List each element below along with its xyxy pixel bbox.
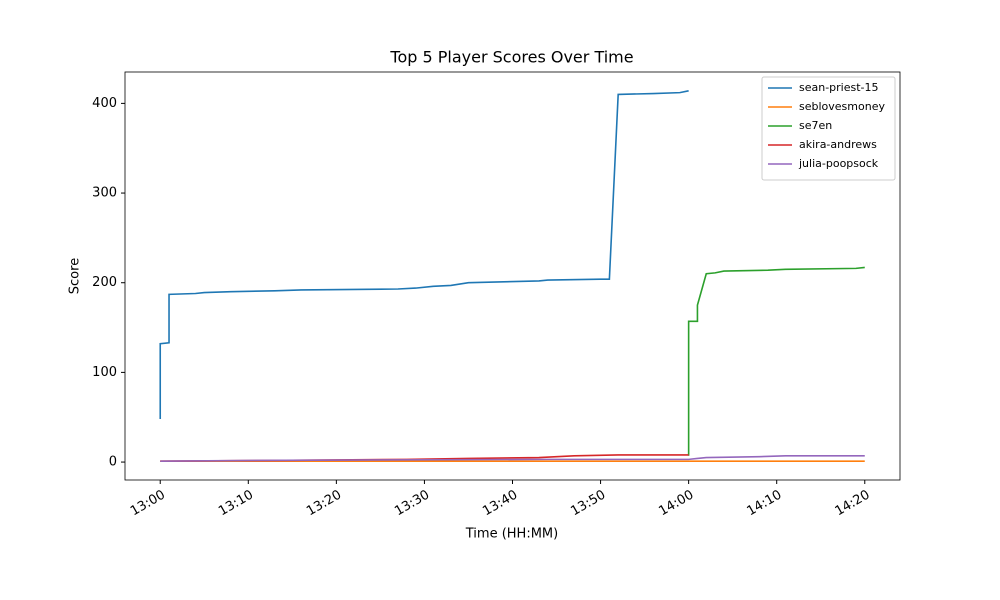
x-tick-label: 13:30 <box>392 488 432 520</box>
legend-label: seblovesmoney <box>799 100 885 113</box>
x-tick-label: 13:20 <box>304 488 344 520</box>
x-tick-label: 13:40 <box>480 488 520 520</box>
legend-label: se7en <box>799 119 832 132</box>
y-tick-label: 200 <box>92 275 117 290</box>
legend-label: sean-priest-15 <box>799 81 879 94</box>
x-tick-label: 13:10 <box>216 488 256 520</box>
y-tick-label: 300 <box>92 186 117 201</box>
chart-title: Top 5 Player Scores Over Time <box>389 48 633 67</box>
y-axis-label: Score <box>68 258 83 294</box>
legend-label: julia-poopsock <box>798 157 879 170</box>
y-tick-label: 100 <box>92 365 117 380</box>
y-tick-label: 0 <box>109 455 117 470</box>
x-tick-label: 13:50 <box>568 488 608 520</box>
series-line <box>687 266 865 456</box>
legend-box <box>761 76 896 181</box>
series-line <box>159 90 689 420</box>
y-tick-label: 400 <box>92 96 117 111</box>
x-tick-label: 14:10 <box>745 488 785 520</box>
series-line <box>160 454 865 462</box>
x-tick-label: 14:20 <box>833 488 873 520</box>
plot-frame <box>124 71 901 481</box>
x-tick-label: 14:00 <box>656 488 696 520</box>
x-axis-label: Time (HH:MM) <box>465 527 558 542</box>
x-tick-label: 13:00 <box>128 488 168 520</box>
legend-label: akira-andrews <box>799 138 877 151</box>
